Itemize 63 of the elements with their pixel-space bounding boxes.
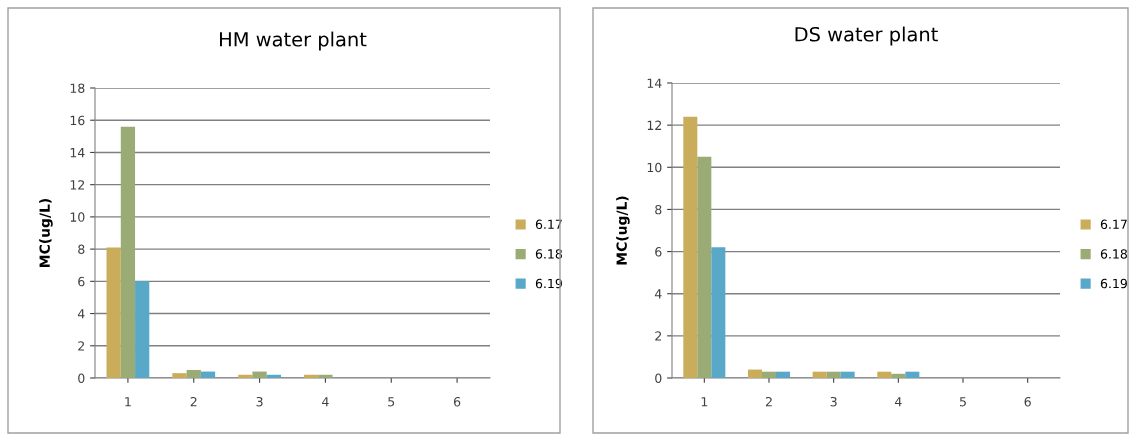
bar <box>238 374 253 378</box>
bar <box>252 371 267 378</box>
x-tick-label: 4 <box>894 397 902 407</box>
bar <box>877 371 892 378</box>
bar <box>120 126 136 378</box>
x-tick-label: 3 <box>256 396 263 407</box>
legend-label: 6.17 <box>535 219 562 230</box>
x-tick-label: 4 <box>322 397 329 407</box>
bar <box>697 156 712 378</box>
x-tick-label: 5 <box>388 397 395 407</box>
y-tick-label: 16 <box>70 115 85 126</box>
y-tick-label: 2 <box>78 341 85 351</box>
x-tick-label: 6 <box>453 396 461 407</box>
bar <box>304 374 319 378</box>
bar <box>172 373 187 378</box>
bar <box>840 371 855 378</box>
bar <box>747 369 762 378</box>
bar <box>200 371 216 378</box>
chart-title: DS water plant <box>795 26 938 46</box>
y-tick-label: 8 <box>78 244 85 255</box>
y-tick-label: 10 <box>70 212 85 222</box>
y-tick-label: 0 <box>78 373 85 383</box>
x-tick-label: 1 <box>125 397 131 407</box>
bar <box>318 374 333 378</box>
legend-label: 6.18 <box>1100 249 1127 259</box>
chart-title: HM water plant <box>220 31 367 51</box>
x-tick-label: 6 <box>1024 396 1031 407</box>
bar <box>711 247 726 378</box>
y-tick-label: 4 <box>77 309 85 319</box>
y-tick-label: 8 <box>655 204 662 215</box>
bar <box>812 371 827 378</box>
y-tick-label: 10 <box>647 162 662 173</box>
y-tick-label: 14 <box>70 148 85 158</box>
bar <box>683 116 698 378</box>
y-tick-label: 4 <box>654 289 662 299</box>
legend-label: 6.18 <box>535 249 562 259</box>
bar <box>135 281 150 378</box>
y-tick-label: 12 <box>70 180 85 190</box>
legend-label: 6.19 <box>535 278 562 289</box>
y-axis-title: MC(ug/L) <box>616 196 630 265</box>
legend-label: 6.19 <box>1100 278 1127 289</box>
bar <box>106 247 121 378</box>
bar <box>761 371 777 378</box>
y-tick-label: 14 <box>647 78 662 88</box>
y-tick-label: 0 <box>655 373 662 383</box>
y-tick-label: 18 <box>70 83 85 93</box>
bar <box>891 373 906 378</box>
x-tick-label: 1 <box>701 397 708 407</box>
bar <box>186 369 201 378</box>
x-tick-label: 5 <box>959 397 966 407</box>
y-tick-label: 6 <box>78 276 85 287</box>
y-tick-label: 6 <box>655 247 662 257</box>
x-tick-label: 3 <box>830 396 837 407</box>
bar <box>266 374 281 378</box>
bar <box>905 371 920 378</box>
x-tick-label: 2 <box>765 396 772 407</box>
legend-label: 6.17 <box>1100 219 1127 230</box>
bar <box>826 371 841 378</box>
y-tick-label: 2 <box>655 331 662 341</box>
y-axis-title: MC(ug/L) <box>39 198 53 267</box>
x-tick-label: 2 <box>190 396 197 407</box>
bar <box>776 371 791 378</box>
y-tick-label: 12 <box>647 120 662 130</box>
